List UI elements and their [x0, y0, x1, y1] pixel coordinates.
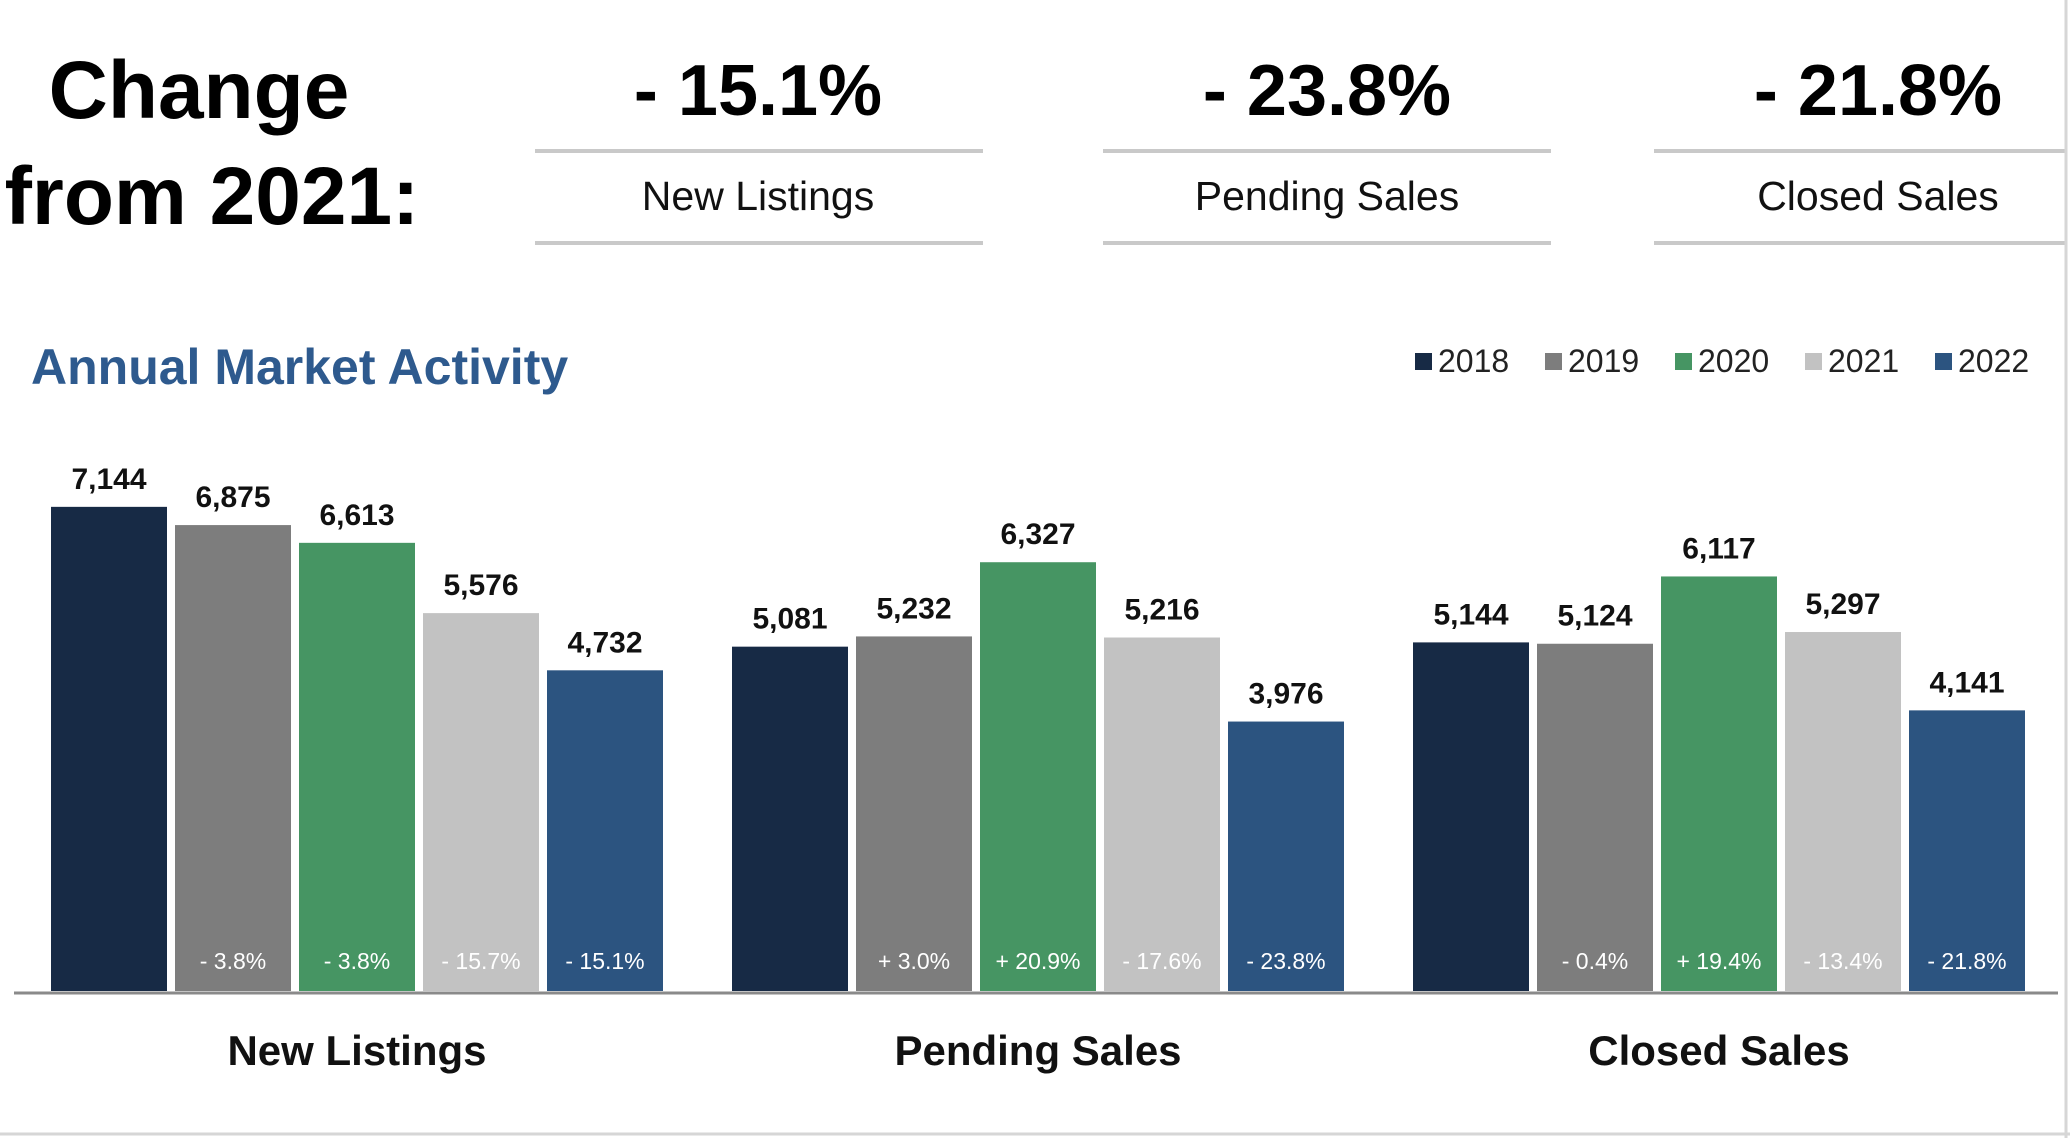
value-label-closed-sales-2020: 6,117	[1682, 532, 1755, 565]
value-label-closed-sales-2018: 5,144	[1433, 598, 1508, 631]
chart-change-labels: - 3.8% - 3.8% - 15.7% - 15.1% + 3.0% + 20.9% -…	[200, 948, 2007, 974]
value-label-pending-sales-2022: 3,976	[1248, 678, 1323, 711]
bar-new-listings-2021	[423, 613, 539, 991]
legend-swatch-2018	[1415, 353, 1432, 370]
bar-pending-sales-2021	[1104, 637, 1220, 991]
legend-label-2021: 2021	[1828, 343, 1899, 379]
value-label-new-listings-2018: 7,144	[71, 463, 146, 496]
value-label-new-listings-2019: 6,875	[195, 481, 270, 514]
value-label-pending-sales-2021: 5,216	[1124, 594, 1199, 627]
change-label-closed-sales-2021: - 13.4%	[1803, 948, 1882, 974]
legend-swatch-2022	[1935, 353, 1952, 370]
chart-bars	[51, 506, 2025, 991]
value-label-pending-sales-2019: 5,232	[876, 592, 951, 625]
change-label-pending-sales-2021: - 17.6%	[1122, 948, 1201, 974]
metric-value: - 21.8%	[1754, 51, 2002, 131]
change-label-pending-sales-2020: + 20.9%	[995, 948, 1080, 974]
bar-closed-sales-2018	[1413, 642, 1529, 991]
value-label-closed-sales-2021: 5,297	[1805, 588, 1880, 621]
metric-pending-sales: - 23.8% Pending Sales	[1103, 51, 1551, 245]
bar-pending-sales-2022	[1228, 721, 1344, 991]
bar-pending-sales-2020	[980, 562, 1096, 991]
change-label-closed-sales-2019: - 0.4%	[1562, 948, 1628, 974]
chart-legend: 2018 2019 2020 2021 2022	[1415, 343, 2029, 379]
value-label-new-listings-2020: 6,613	[319, 499, 394, 532]
category-label-pending-sales: Pending Sales	[894, 1027, 1181, 1074]
legend-label-2022: 2022	[1958, 343, 2029, 379]
metric-value: - 23.8%	[1203, 51, 1451, 131]
change-label-closed-sales-2022: - 21.8%	[1927, 948, 2006, 974]
metric-label: Pending Sales	[1195, 173, 1459, 219]
bar-new-listings-2022	[547, 670, 663, 991]
legend-label-2018: 2018	[1438, 343, 1509, 379]
legend-label-2019: 2019	[1568, 343, 1639, 379]
metric-value: - 15.1%	[634, 51, 882, 131]
value-label-pending-sales-2020: 6,327	[1000, 518, 1075, 551]
bar-pending-sales-2019	[856, 636, 972, 991]
metric-closed-sales: - 21.8% Closed Sales	[1654, 51, 2066, 245]
legend-swatch-2020	[1675, 353, 1692, 370]
bar-closed-sales-2021	[1785, 632, 1901, 991]
bar-pending-sales-2018	[732, 646, 848, 991]
value-label-new-listings-2022: 4,732	[567, 626, 642, 659]
bar-new-listings-2018	[51, 506, 167, 991]
metric-label: New Listings	[642, 173, 874, 219]
change-label-new-listings-2019: - 3.8%	[200, 948, 266, 974]
legend-swatch-2019	[1545, 353, 1562, 370]
change-label-pending-sales-2022: - 23.8%	[1246, 948, 1325, 974]
chart-category-labels: New Listings Pending Sales Closed Sales	[227, 1027, 1849, 1074]
value-label-pending-sales-2018: 5,081	[752, 603, 827, 636]
change-heading-line2: from 2021:	[5, 151, 420, 242]
category-label-closed-sales: Closed Sales	[1588, 1027, 1849, 1074]
metric-new-listings: - 15.1% New Listings	[535, 51, 983, 245]
chart-title: Annual Market Activity	[31, 339, 568, 395]
change-label-new-listings-2021: - 15.7%	[441, 948, 520, 974]
value-label-closed-sales-2019: 5,124	[1557, 600, 1632, 633]
change-label-new-listings-2020: - 3.8%	[324, 948, 390, 974]
category-label-new-listings: New Listings	[227, 1027, 486, 1074]
change-summary: Change from 2021: - 15.1% New Listings -…	[5, 45, 2066, 245]
change-heading-line1: Change	[49, 45, 350, 136]
value-label-closed-sales-2022: 4,141	[1929, 666, 2004, 699]
value-label-new-listings-2021: 5,576	[443, 569, 518, 602]
bar-new-listings-2019	[175, 525, 291, 991]
metric-label: Closed Sales	[1757, 173, 1999, 219]
change-label-closed-sales-2020: + 19.4%	[1676, 948, 1761, 974]
bar-closed-sales-2020	[1661, 576, 1777, 991]
change-label-new-listings-2022: - 15.1%	[565, 948, 644, 974]
legend-label-2020: 2020	[1698, 343, 1769, 379]
bar-closed-sales-2022	[1909, 710, 2025, 991]
legend-swatch-2021	[1805, 353, 1822, 370]
change-label-pending-sales-2019: + 3.0%	[878, 948, 950, 974]
bar-closed-sales-2019	[1537, 643, 1653, 991]
chart-value-labels: 7,144 6,875 6,613 5,576 4,732 5,081 5,232 6,327…	[71, 463, 2004, 711]
bar-new-listings-2020	[299, 542, 415, 991]
